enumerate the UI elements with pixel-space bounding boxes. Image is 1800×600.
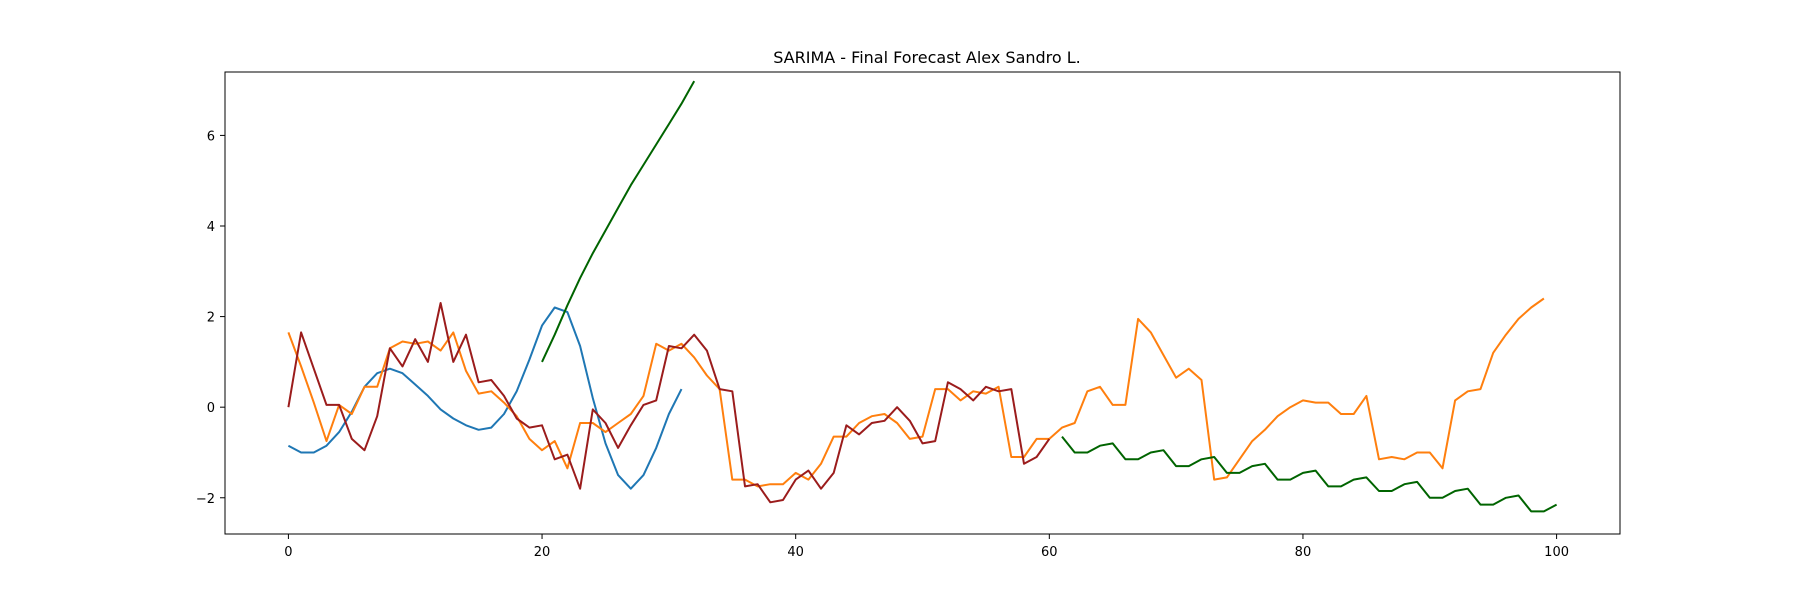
x-tick-label: 80 — [1295, 545, 1312, 560]
series-line-3 — [287, 302, 1051, 504]
y-tick-label: 0 — [207, 401, 215, 416]
x-tick-label: 20 — [534, 545, 551, 560]
x-axis: 0 20 40 60 80 100 — [284, 534, 1569, 560]
x-tick-label: 60 — [1041, 545, 1058, 560]
series-layer — [287, 80, 1558, 513]
y-tick-label: 4 — [207, 220, 215, 235]
x-tick-label: 100 — [1544, 545, 1569, 560]
y-tick-label: 2 — [207, 311, 215, 326]
y-axis: −2 0 2 4 6 — [196, 129, 225, 507]
series-line-2 — [287, 297, 1545, 488]
series-line-5 — [1061, 435, 1558, 513]
y-tick-label: −2 — [196, 492, 215, 507]
chart-title: SARIMA - Final Forecast Alex Sandro L. — [773, 48, 1081, 67]
plot-area-frame — [224, 71, 1621, 535]
x-tick-label: 40 — [787, 545, 804, 560]
series-line-4 — [541, 80, 696, 363]
series-line-1 — [287, 306, 683, 490]
x-tick-label: 0 — [284, 545, 292, 560]
y-tick-label: 6 — [207, 129, 215, 144]
